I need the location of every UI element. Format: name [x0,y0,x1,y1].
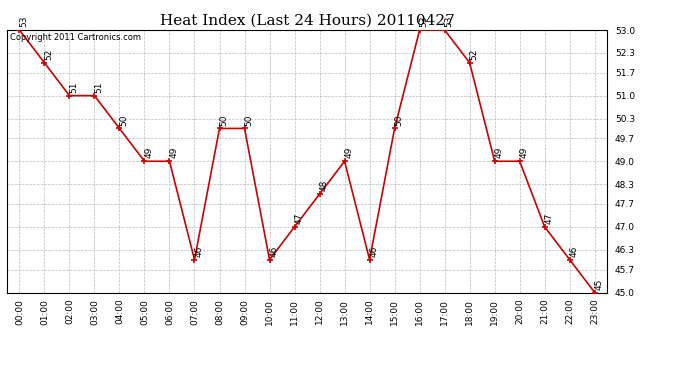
Text: 49: 49 [169,147,178,159]
Text: 49: 49 [344,147,353,159]
Text: 52: 52 [44,49,53,60]
Text: 50: 50 [244,114,253,126]
Text: 47: 47 [294,213,303,224]
Text: 53: 53 [19,16,28,27]
Text: 47: 47 [544,213,553,224]
Text: 53: 53 [420,16,428,27]
Text: 53: 53 [444,16,453,27]
Text: 49: 49 [520,147,529,159]
Text: 49: 49 [144,147,153,159]
Text: 49: 49 [494,147,503,159]
Text: 50: 50 [119,114,128,126]
Text: Copyright 2011 Cartronics.com: Copyright 2011 Cartronics.com [10,33,141,42]
Title: Heat Index (Last 24 Hours) 20110427: Heat Index (Last 24 Hours) 20110427 [159,13,455,27]
Text: 45: 45 [594,278,603,290]
Text: 50: 50 [219,114,228,126]
Text: 46: 46 [269,246,278,257]
Text: 46: 46 [369,246,378,257]
Text: 52: 52 [469,49,478,60]
Text: 50: 50 [394,114,403,126]
Text: 51: 51 [94,81,103,93]
Text: 46: 46 [569,246,578,257]
Text: 51: 51 [69,81,78,93]
Text: 46: 46 [194,246,203,257]
Text: 48: 48 [319,180,328,191]
